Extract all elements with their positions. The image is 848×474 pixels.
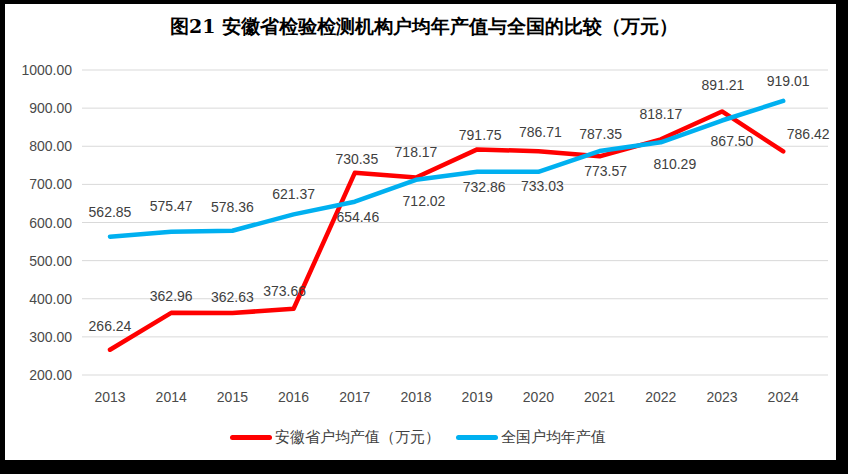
frame-border-bottom <box>0 460 848 474</box>
y-axis-tick-label: 800.00 <box>29 138 72 154</box>
chart-title: 图21 安徽省检验检测机构户均年产值与全国的比较（万元） <box>0 14 848 40</box>
data-label-national-2022: 810.29 <box>653 156 696 172</box>
x-axis-tick-label: 2020 <box>523 389 554 405</box>
legend-item-anhui: 安徽省户均产值（万元） <box>230 428 440 447</box>
screenshot-root: 1000.00 900.00 800.00 700.00 600.00 500.00 400… <box>0 0 848 474</box>
x-axis-tick-label: 2018 <box>400 389 431 405</box>
data-label-national-2016: 621.37 <box>272 186 315 202</box>
data-label-anhui-2018: 718.17 <box>395 144 438 160</box>
data-label-anhui-2019: 791.75 <box>459 127 502 143</box>
y-axis-tick-label: 300.00 <box>29 329 72 345</box>
data-label-national-2018: 712.02 <box>403 193 446 209</box>
data-label-anhui-2016: 373.66 <box>263 283 306 299</box>
frame-border-left <box>0 0 5 474</box>
y-axis-tick-label: 200.00 <box>29 367 72 383</box>
data-label-anhui-2013: 266.24 <box>89 318 132 334</box>
x-axis-tick-label: 2015 <box>217 389 248 405</box>
y-axis-tick-label: 500.00 <box>29 253 72 269</box>
y-axis-tick-label: 1000.00 <box>21 62 72 78</box>
data-label-national-2020: 733.03 <box>521 178 564 194</box>
data-label-anhui-2023: 891.21 <box>702 77 745 93</box>
legend-item-national: 全国户均年产值 <box>456 428 606 447</box>
x-axis-tick-label: 2022 <box>645 389 676 405</box>
frame-border-top <box>0 0 848 4</box>
data-label-anhui-2017: 730.35 <box>335 151 378 167</box>
x-axis-tick-label: 2017 <box>339 389 370 405</box>
x-axis-tick-label: 2023 <box>706 389 737 405</box>
data-label-anhui-2024: 786.42 <box>787 126 830 142</box>
data-label-anhui-2014: 362.96 <box>150 288 193 304</box>
data-label-anhui-2022: 818.17 <box>639 106 682 122</box>
data-label-national-2023: 867.50 <box>711 133 754 149</box>
y-axis-tick-label: 700.00 <box>29 176 72 192</box>
legend: 安徽省户均产值（万元） 全国户均年产值 <box>0 428 836 447</box>
x-axis-tick-label: 2021 <box>584 389 615 405</box>
data-label-national-2019: 732.86 <box>463 179 506 195</box>
legend-label-national: 全国户均年产值 <box>501 428 606 447</box>
legend-label-anhui: 安徽省户均产值（万元） <box>275 428 440 447</box>
data-label-anhui-2020: 786.71 <box>519 124 562 140</box>
y-axis-tick-label: 400.00 <box>29 291 72 307</box>
x-axis-tick-label: 2013 <box>94 389 125 405</box>
y-axis-tick-label: 600.00 <box>29 215 72 231</box>
national-series-swatch <box>456 435 498 440</box>
frame-border-right <box>836 0 848 474</box>
anhui-series-swatch <box>230 435 272 440</box>
x-axis-tick-label: 2016 <box>278 389 309 405</box>
data-label-national-2017: 654.46 <box>336 209 379 225</box>
data-label-anhui-2021: 773.57 <box>584 163 627 179</box>
x-axis-tick-label: 2014 <box>156 389 187 405</box>
data-label-national-2021: 787.35 <box>579 126 622 142</box>
data-label-national-2015: 578.36 <box>211 199 254 215</box>
y-axis-tick-label: 900.00 <box>29 100 72 116</box>
x-axis-tick-label: 2019 <box>462 389 493 405</box>
x-axis-tick-label: 2024 <box>768 389 799 405</box>
data-label-national-2014: 575.47 <box>150 198 193 214</box>
data-label-national-2013: 562.85 <box>89 204 132 220</box>
data-label-national-2024: 919.01 <box>767 73 810 89</box>
line-chart: 1000.00 900.00 800.00 700.00 600.00 500.00 400… <box>0 0 848 460</box>
data-label-anhui-2015: 362.63 <box>211 289 254 305</box>
